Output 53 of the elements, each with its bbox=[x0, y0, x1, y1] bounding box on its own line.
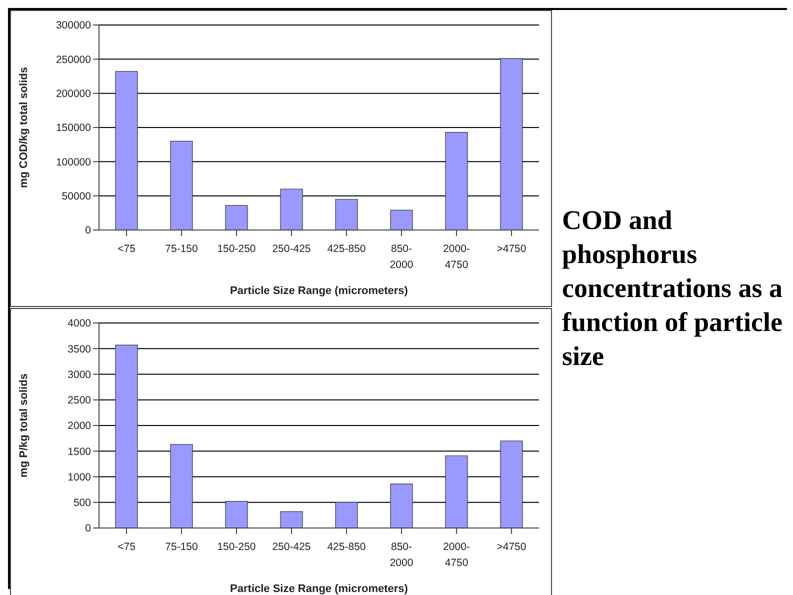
x-tick-label: 75-150 bbox=[165, 243, 198, 255]
bar bbox=[225, 205, 248, 230]
bar bbox=[115, 71, 138, 230]
x-tick-label: >4750 bbox=[496, 541, 526, 553]
y-tick-label: 2500 bbox=[68, 394, 92, 407]
text: COD and phosphorus concentrations as a function of particle size bbox=[561, 204, 784, 372]
x-tick-label: 425-850 bbox=[327, 243, 366, 255]
y-tick-label: 3500 bbox=[68, 343, 92, 356]
y-tick-label: 250000 bbox=[56, 54, 92, 66]
x-tick-label: 850-2000 bbox=[390, 541, 414, 569]
bar bbox=[115, 344, 138, 528]
bar bbox=[390, 210, 413, 230]
x-tick-label: >4750 bbox=[496, 243, 526, 255]
y-tick-label: 200000 bbox=[56, 88, 92, 100]
bar bbox=[280, 511, 303, 528]
x-tick-label: 425-850 bbox=[327, 541, 366, 553]
x-tick-label: 2000-4750 bbox=[443, 243, 470, 271]
bar bbox=[280, 188, 303, 230]
x-tick-label: 150-250 bbox=[217, 243, 256, 255]
bar bbox=[500, 58, 523, 230]
y-axis-title: mg P/kg total solids bbox=[18, 374, 30, 478]
x-tick-label: 250-425 bbox=[272, 243, 311, 255]
y-tick-label: 0 bbox=[85, 224, 92, 237]
bar bbox=[170, 444, 193, 528]
y-tick-label: 300000 bbox=[56, 20, 92, 32]
y-axis-title: mg COD/kg total solids bbox=[18, 66, 30, 188]
x-tick-label: 150-250 bbox=[217, 541, 256, 553]
x-axis-title: Particle Size Range (micrometers) bbox=[230, 285, 408, 297]
bar bbox=[225, 501, 248, 528]
x-axis-title: Particle Size Range (micrometers) bbox=[230, 583, 408, 595]
y-tick-label: 4000 bbox=[68, 318, 92, 330]
y-tick-label: 0 bbox=[85, 522, 92, 535]
bar bbox=[445, 455, 468, 528]
x-tick-label: 250-425 bbox=[272, 541, 311, 553]
bar bbox=[170, 140, 193, 230]
x-tick-label: 2000-4750 bbox=[443, 541, 470, 569]
bar bbox=[445, 132, 468, 230]
y-tick-label: 100000 bbox=[56, 156, 92, 168]
y-tick-label: 50000 bbox=[62, 190, 92, 203]
bar bbox=[500, 440, 523, 528]
y-tick-label: 150000 bbox=[56, 122, 92, 134]
x-tick-label: 75-150 bbox=[165, 541, 198, 553]
bar bbox=[335, 502, 358, 528]
bar bbox=[390, 484, 413, 528]
y-tick-label: 1000 bbox=[68, 471, 92, 484]
x-tick-label: <75 bbox=[118, 541, 136, 553]
y-tick-label: 2000 bbox=[68, 420, 92, 432]
y-tick-label: 3000 bbox=[68, 368, 92, 381]
y-tick-label: 500 bbox=[73, 497, 92, 510]
y-tick-label: 1500 bbox=[68, 446, 92, 458]
bar bbox=[335, 198, 358, 230]
x-tick-label: <75 bbox=[118, 243, 136, 255]
x-tick-label: 850-2000 bbox=[390, 243, 414, 271]
